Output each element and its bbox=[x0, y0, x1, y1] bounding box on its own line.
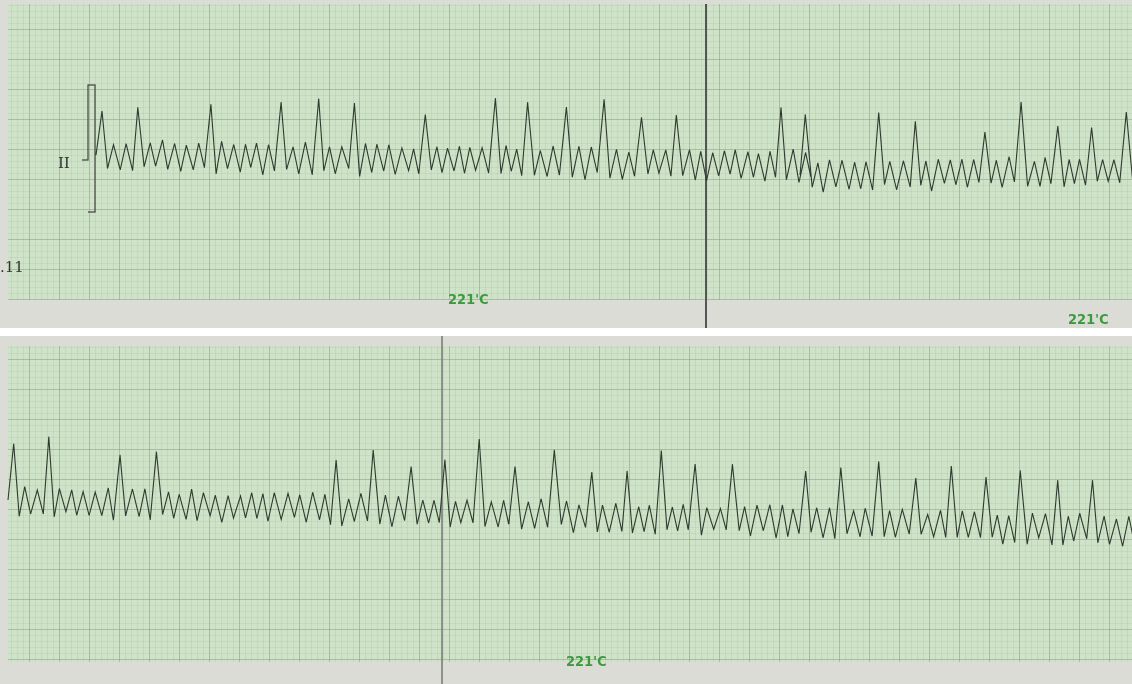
lead-label: II bbox=[58, 154, 70, 172]
ecg-photo: II .11 221'C 221'C 221'C bbox=[0, 0, 1132, 684]
paper-stamp: 221'C bbox=[1068, 313, 1109, 328]
paper-stamp: 221'C bbox=[448, 293, 489, 308]
corner-label: .11 bbox=[0, 258, 24, 276]
paper-stamp: 221'C bbox=[566, 655, 607, 670]
separator bbox=[0, 328, 1132, 336]
page: II .11 221'C 221'C 221'C (() => { const … bbox=[0, 0, 1132, 684]
